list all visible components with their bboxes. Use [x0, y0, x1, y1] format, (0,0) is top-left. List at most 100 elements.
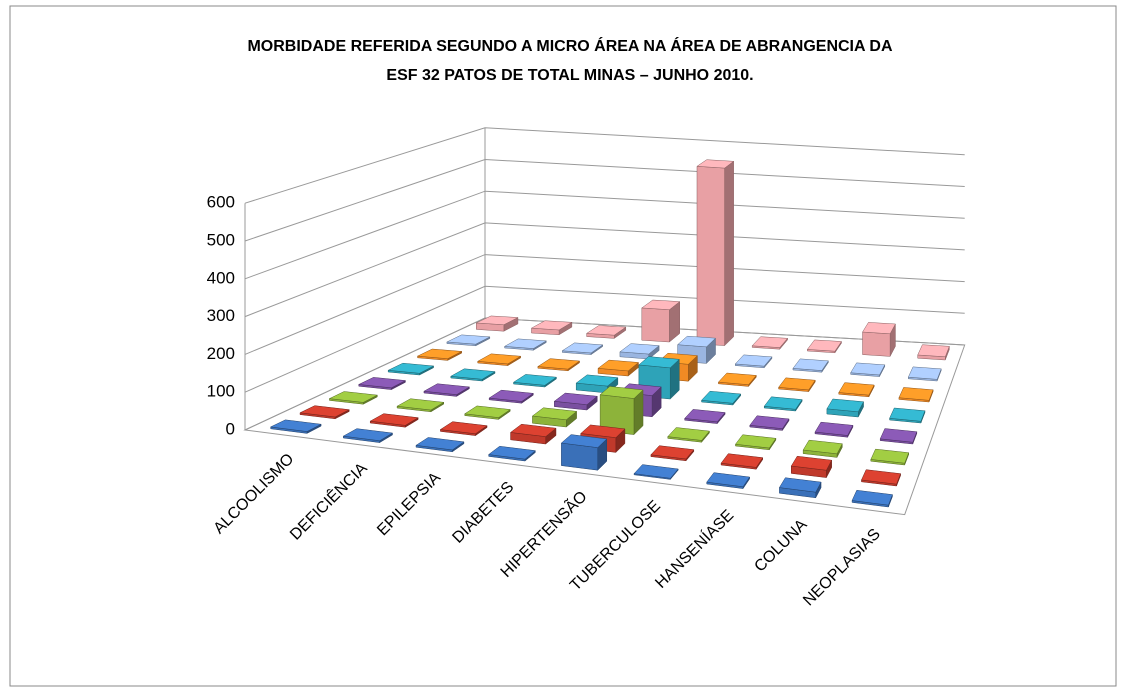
- bar-top: [696, 159, 735, 169]
- bar-top: [717, 372, 757, 385]
- bar-top: [633, 464, 679, 479]
- bar-top: [641, 299, 681, 310]
- bar: [889, 407, 926, 424]
- bar-top: [599, 386, 644, 399]
- bar-top: [416, 348, 463, 359]
- bar: [706, 472, 751, 490]
- bar-top: [369, 413, 419, 426]
- bar: [720, 453, 764, 471]
- bar-top: [907, 366, 942, 380]
- bar: [650, 445, 695, 462]
- bar-top: [476, 353, 522, 365]
- bar: [509, 423, 557, 445]
- bar-top: [387, 362, 435, 374]
- bar: [299, 405, 351, 420]
- bar-top: [861, 469, 901, 485]
- bar: [862, 322, 896, 357]
- y-tick-label: 300: [207, 306, 235, 325]
- bar-top: [749, 415, 790, 429]
- bar: [599, 386, 644, 436]
- bar: [851, 489, 893, 508]
- bar: [696, 159, 735, 347]
- bar: [641, 299, 681, 343]
- bar-side: [724, 160, 734, 347]
- bar: [861, 469, 901, 487]
- bar-top: [806, 339, 842, 352]
- bar: [269, 419, 322, 434]
- bar-top: [396, 398, 445, 411]
- bar: [342, 428, 394, 444]
- bar-top: [706, 472, 751, 487]
- bar: [790, 455, 833, 478]
- bar: [439, 421, 488, 437]
- bar: [396, 398, 445, 413]
- bar: [416, 348, 463, 361]
- bar: [445, 334, 491, 347]
- bar: [560, 434, 608, 471]
- bar-top: [879, 428, 918, 443]
- bar: [734, 354, 773, 369]
- bar: [328, 391, 379, 405]
- y-tick-label: 600: [207, 193, 235, 212]
- bar: [512, 374, 558, 388]
- bar-top: [677, 335, 717, 348]
- bar-top: [870, 448, 910, 464]
- bar-top: [560, 434, 608, 448]
- bar-top: [778, 477, 822, 493]
- bar-top: [734, 354, 773, 367]
- bar-top: [792, 358, 829, 371]
- bar: [597, 359, 640, 377]
- bar-top: [580, 424, 626, 438]
- bar: [850, 362, 886, 377]
- bar-top: [445, 334, 491, 345]
- bar: [464, 405, 511, 420]
- grid-line: [244, 127, 965, 204]
- bar-top: [763, 396, 803, 410]
- bar: [684, 409, 726, 425]
- chart-title: MORBIDADE REFERIDA SEGUNDO A MICRO ÁREA …: [247, 36, 892, 55]
- bar-front: [696, 166, 725, 346]
- bar: [667, 427, 710, 443]
- y-tick-label: 0: [226, 419, 235, 438]
- bar: [751, 336, 789, 350]
- bar-top: [802, 439, 843, 455]
- bar-top: [575, 374, 619, 387]
- bar: [537, 358, 581, 372]
- bar-top: [735, 434, 777, 449]
- bar-top: [488, 389, 534, 402]
- bar: [826, 398, 864, 418]
- bar: [415, 437, 465, 453]
- bar-top: [561, 342, 604, 354]
- bar: [423, 383, 471, 397]
- bar: [531, 407, 578, 428]
- bar: [633, 464, 679, 481]
- grid-line: [244, 317, 965, 431]
- grid-line: [244, 190, 965, 280]
- grid-line: [244, 254, 965, 355]
- bar-top: [553, 392, 598, 405]
- bar-top: [269, 419, 322, 432]
- bar: [806, 339, 842, 354]
- y-tick-label: 100: [207, 382, 235, 401]
- bar: [357, 377, 407, 391]
- bar-top: [701, 390, 742, 404]
- bar: [619, 343, 660, 360]
- bar-top: [439, 421, 488, 435]
- bar-top: [530, 320, 573, 331]
- bar-top: [450, 368, 496, 380]
- bar: [749, 415, 790, 432]
- bar-top: [850, 362, 886, 376]
- bar-top: [537, 358, 581, 370]
- bar-front: [862, 331, 891, 357]
- bar-top: [684, 409, 726, 423]
- y-tick-label: 400: [207, 268, 235, 287]
- bar: [450, 368, 496, 382]
- bar-top: [423, 383, 471, 395]
- bar: [792, 358, 829, 374]
- bar: [898, 387, 934, 403]
- bar: [561, 342, 604, 356]
- bar-top: [638, 356, 680, 369]
- bar-top: [917, 344, 950, 358]
- bar-top: [503, 338, 548, 349]
